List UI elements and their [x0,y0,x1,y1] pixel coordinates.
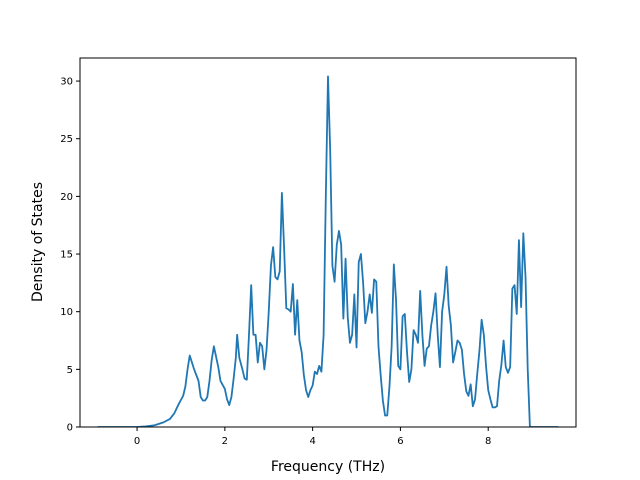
y-tick-label: 0 [67,423,73,434]
y-tick-label: 10 [60,307,73,318]
x-tick-label: 6 [397,436,403,447]
y-tick-label: 25 [60,134,73,145]
y-tick-label: 5 [67,365,73,376]
plot-area [79,57,577,428]
x-tick-label: 4 [309,436,315,447]
x-axis-label: Frequency (THz) [271,459,385,475]
x-tick-label: 2 [222,436,228,447]
x-tick-label: 0 [134,436,140,447]
y-axis-ticks: 0 5 10 15 20 25 30 [60,77,80,434]
axes-frame [79,57,577,428]
y-tick-label: 20 [60,192,73,203]
series-line-0 [97,75,559,427]
x-tick-label: 8 [485,436,491,447]
y-tick-label: 15 [60,250,73,261]
y-axis-label: Density of States [30,182,46,302]
x-axis-ticks: 0 2 4 6 8 [134,427,491,447]
y-tick-label: 30 [60,77,73,88]
